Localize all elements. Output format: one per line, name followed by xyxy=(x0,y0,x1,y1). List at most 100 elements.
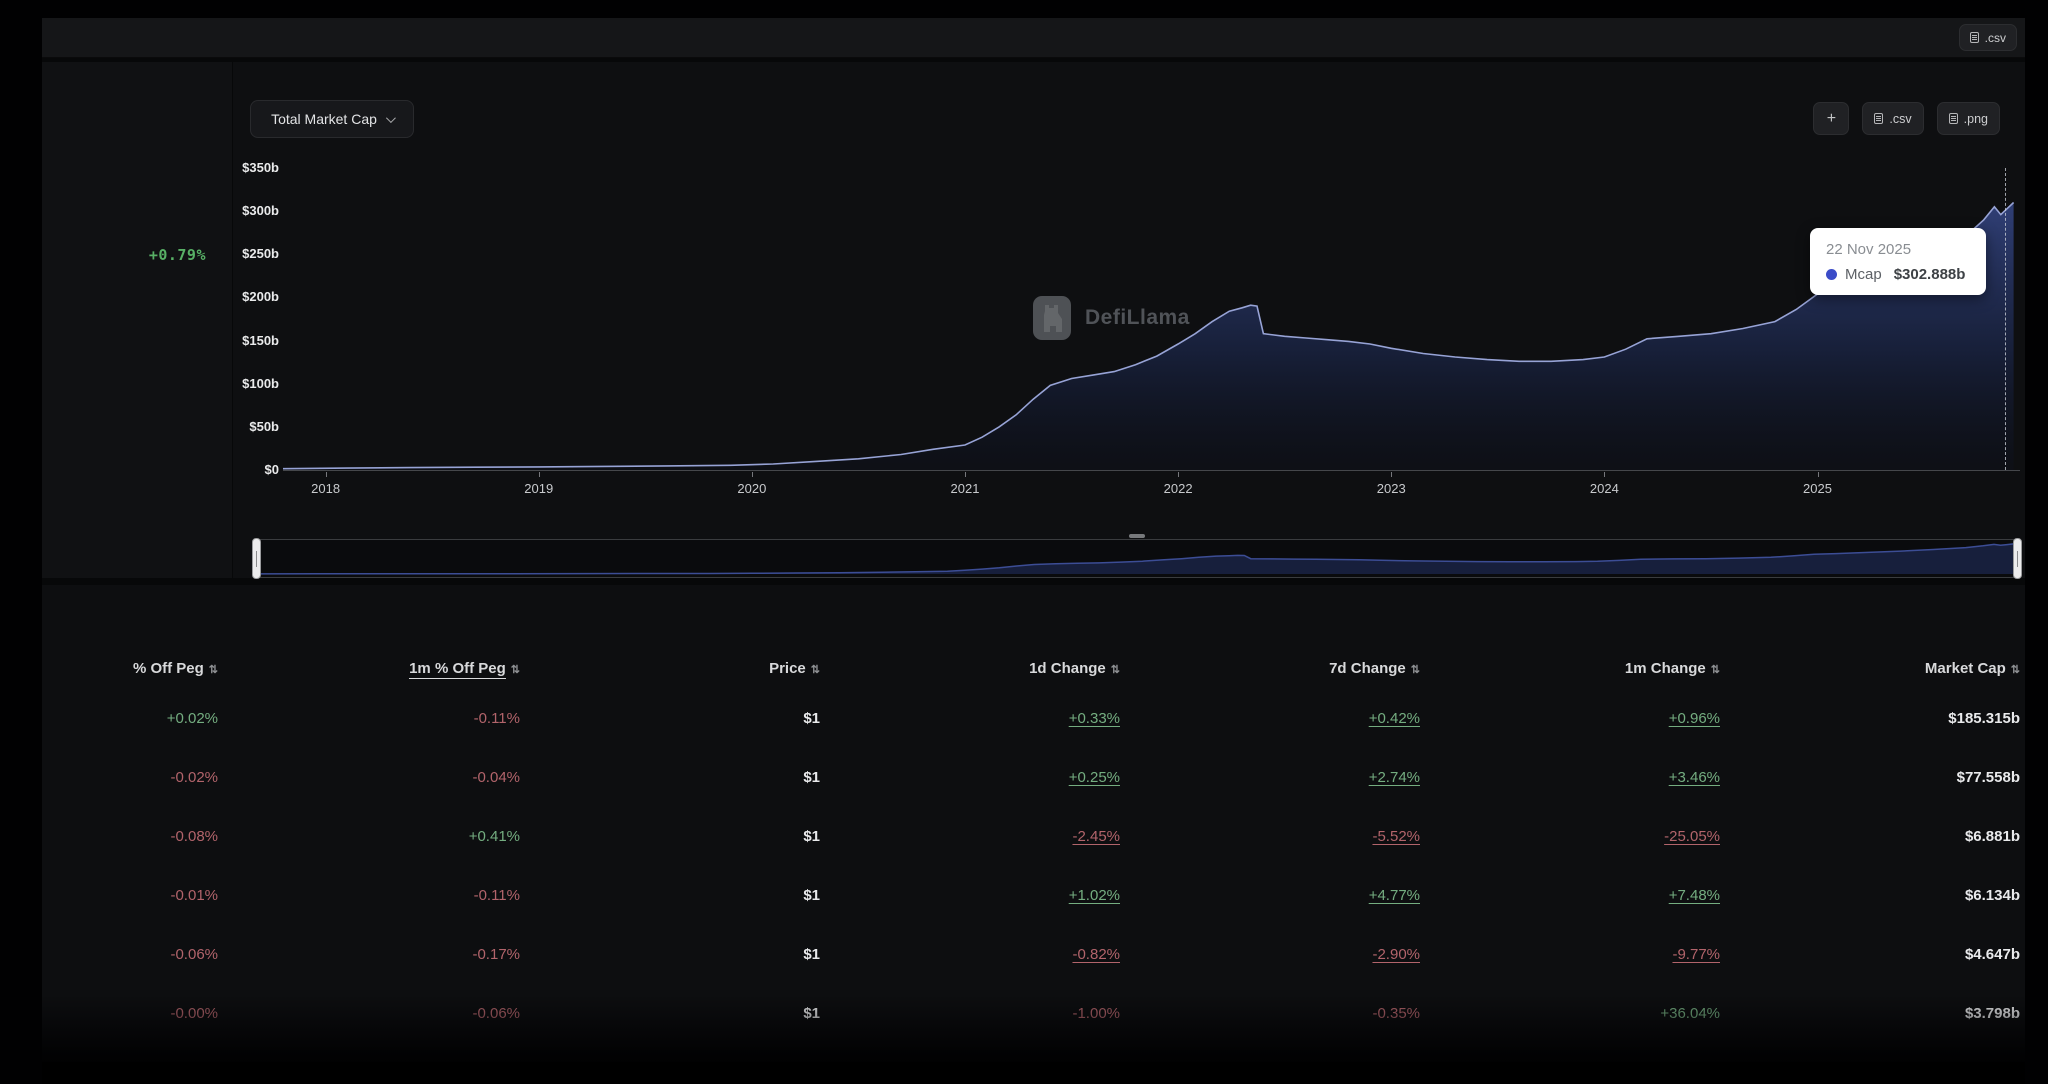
column-header-7d-change[interactable]: 7d Change ⇅ xyxy=(1120,660,1420,677)
metric-dropdown[interactable]: Total Market Cap xyxy=(250,100,414,138)
table-row[interactable]: -0.06% -0.17% $1 -0.82% -2.90% -9.77% $4.647b xyxy=(42,925,2020,984)
table-cell: $77.558b xyxy=(1956,769,2020,786)
x-tick-label: 2018 xyxy=(311,481,341,496)
add-chart-button[interactable]: + xyxy=(1813,102,1850,135)
table-cell: -0.06% xyxy=(472,1005,520,1022)
table-cell[interactable]: +0.42% xyxy=(1368,710,1420,727)
table-cell[interactable]: +3.46% xyxy=(1668,769,1720,786)
x-tick-mark xyxy=(1604,472,1606,477)
y-tick-label: $300b xyxy=(242,203,279,219)
tooltip-series-label: Mcap xyxy=(1845,266,1882,283)
export-csv-button[interactable]: .csv xyxy=(1958,24,2017,51)
table-cell[interactable]: -5.52% xyxy=(1372,828,1420,845)
defillama-watermark: DefiLlama xyxy=(1033,296,1190,340)
table-row[interactable]: -0.00% -0.06% $1 -1.00% -0.35% +36.04% $3.798b xyxy=(42,984,2020,1043)
table-cell: -0.17% xyxy=(472,946,520,963)
stablecoins-table: % Off Peg ⇅ 1m % Off Peg ⇅ Price ⇅ 1d Change ⇅ 7… xyxy=(42,585,2025,1084)
x-tick-label: 2020 xyxy=(737,481,767,496)
table-cell[interactable]: -2.90% xyxy=(1372,946,1420,963)
table-cell[interactable]: +7.48% xyxy=(1668,887,1720,904)
file-icon xyxy=(1969,32,1979,43)
crosshair-line xyxy=(2005,168,2006,470)
column-header-label: 1m % Off Peg xyxy=(409,660,506,679)
column-header-1m-change[interactable]: 1m Change ⇅ xyxy=(1420,660,1720,677)
table-cell[interactable]: +0.25% xyxy=(1068,769,1120,786)
x-tick-mark xyxy=(965,472,966,477)
sort-icon: ⇅ xyxy=(810,664,820,676)
area-line xyxy=(282,201,2015,470)
table-cell[interactable]: -25.05% xyxy=(1664,828,1720,845)
brush-grip-handle[interactable] xyxy=(1129,534,1145,538)
app-window: .csv +0.79% Total Market Cap + .csv .png… xyxy=(42,18,2025,1084)
table-cell[interactable]: +2.74% xyxy=(1368,769,1420,786)
x-tick-mark xyxy=(325,472,327,477)
column-header-label: 1d Change xyxy=(1029,660,1106,677)
table-body: +0.02% -0.11% $1 +0.33% +0.42% +0.96% $185.315… xyxy=(42,689,2020,1043)
table-cell: -0.06% xyxy=(170,946,218,963)
table-cell: +36.04% xyxy=(1660,1005,1720,1022)
x-tick-mark xyxy=(538,472,540,477)
llama-logo-icon xyxy=(1033,296,1071,340)
x-tick-label: 2019 xyxy=(524,481,554,496)
x-tick-mark xyxy=(1391,472,1393,477)
x-tick-label: 2021 xyxy=(950,481,980,496)
file-icon xyxy=(1948,113,1958,124)
column-header-market-cap[interactable]: Market Cap ⇅ xyxy=(1720,660,2020,677)
table-cell: -0.04% xyxy=(472,769,520,786)
tooltip-value: $302.888b xyxy=(1893,266,1966,283)
y-tick-label: $150b xyxy=(242,332,279,348)
x-tick-mark xyxy=(1817,472,1819,477)
metric-dropdown-label: Total Market Cap xyxy=(271,111,377,127)
stats-sidebar: +0.79% xyxy=(42,62,232,578)
y-tick-label: $250b xyxy=(242,246,279,262)
chevron-down-icon xyxy=(385,112,396,123)
bottom-strip xyxy=(42,1062,2025,1084)
file-icon xyxy=(1874,113,1884,124)
column-header-1d-change[interactable]: 1d Change ⇅ xyxy=(820,660,1120,677)
top-bar: .csv xyxy=(42,18,2025,58)
chart-csv-label: .csv xyxy=(1889,111,1912,126)
x-tick-label: 2024 xyxy=(1589,481,1619,496)
table-row[interactable]: -0.01% -0.11% $1 +1.02% +4.77% +7.48% $6.134b xyxy=(42,866,2020,925)
table-cell[interactable]: +0.96% xyxy=(1668,710,1720,727)
table-row[interactable]: -0.02% -0.04% $1 +0.25% +2.74% +3.46% $77.558b xyxy=(42,748,2020,807)
table-cell: $185.315b xyxy=(1948,710,2020,727)
sort-icon: ⇅ xyxy=(2010,664,2020,676)
y-tick-label: $0 xyxy=(264,462,279,477)
table-cell[interactable]: -9.77% xyxy=(1672,946,1720,963)
table-cell[interactable]: +4.77% xyxy=(1368,887,1420,904)
chart-png-button[interactable]: .png xyxy=(1936,102,2000,135)
x-tick-mark xyxy=(1178,472,1180,477)
column-header-label: Market Cap xyxy=(1924,660,2006,677)
table-row[interactable]: -0.08% +0.41% $1 -2.45% -5.52% -25.05% $6.881b xyxy=(42,807,2020,866)
brush-area-fill xyxy=(254,543,2014,574)
table-cell[interactable]: -2.45% xyxy=(1072,828,1120,845)
x-axis-line xyxy=(283,470,2020,471)
column-header-price[interactable]: Price ⇅ xyxy=(520,660,820,677)
column-header-label: Price xyxy=(769,660,806,677)
change-7d-value: +0.79% xyxy=(148,246,206,264)
brush-left-handle[interactable] xyxy=(252,538,261,579)
table-row[interactable]: +0.02% -0.11% $1 +0.33% +0.42% +0.96% $185.315… xyxy=(42,689,2020,748)
column-header--off-peg[interactable]: % Off Peg ⇅ xyxy=(42,660,218,677)
brush-right-handle[interactable] xyxy=(2013,538,2022,579)
chart-panel: Total Market Cap + .csv .png $350b $300b $… xyxy=(233,62,2025,579)
column-header-1m-off-peg[interactable]: 1m % Off Peg ⇅ xyxy=(218,660,520,679)
table-cell: -0.11% xyxy=(473,710,520,727)
export-csv-label: .csv xyxy=(1984,30,2006,45)
mcap-area-chart[interactable] xyxy=(282,168,2020,470)
table-cell: $3.798b xyxy=(1964,1005,2020,1022)
table-cell: $1 xyxy=(803,828,820,845)
table-header-row: % Off Peg ⇅ 1m % Off Peg ⇅ Price ⇅ 1d Change ⇅ 7… xyxy=(42,660,2020,679)
time-range-brush[interactable] xyxy=(252,534,2022,579)
chart-actions: + .csv .png xyxy=(1813,102,2000,135)
table-cell: -0.11% xyxy=(473,887,520,904)
chart-tooltip: 22 Nov 2025 Mcap $302.888b xyxy=(1810,228,1986,295)
table-cell[interactable]: +1.02% xyxy=(1068,887,1120,904)
table-cell[interactable]: +0.33% xyxy=(1068,710,1120,727)
area-fill xyxy=(283,202,2014,470)
column-header-label: 7d Change xyxy=(1329,660,1406,677)
chart-csv-button[interactable]: .csv xyxy=(1862,102,1924,135)
table-cell[interactable]: -0.82% xyxy=(1072,946,1120,963)
watermark-text: DefiLlama xyxy=(1085,306,1190,329)
